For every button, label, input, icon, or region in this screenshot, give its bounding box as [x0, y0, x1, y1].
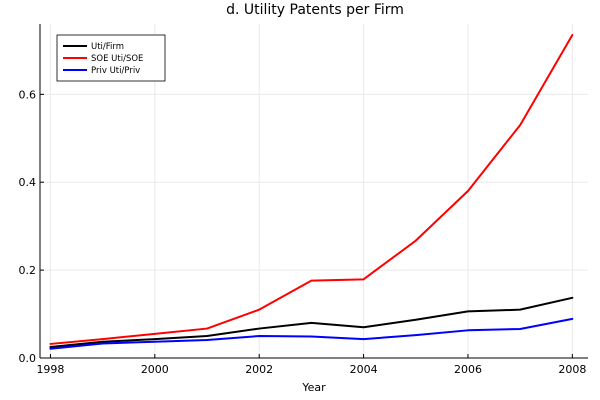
x-tick-label: 2008: [558, 363, 586, 376]
y-tick-label: 0.0: [19, 352, 37, 365]
series-line-1: [49, 33, 574, 345]
x-axis-title: Year: [301, 381, 326, 394]
legend-label: Uti/Firm: [91, 42, 124, 52]
y-tick-label: 0.4: [19, 176, 37, 189]
legend: Uti/Firm SOE Uti/SOE Priv Uti/Priv: [56, 34, 166, 82]
x-tick-label: 2000: [141, 363, 169, 376]
series-line-0: [49, 296, 574, 349]
chart-title: d. Utility Patents per Firm: [226, 2, 404, 18]
legend-label: SOE Uti/SOE: [91, 54, 143, 64]
series-lines: [49, 33, 574, 350]
legend-label: Priv Uti/Priv: [91, 66, 140, 76]
x-tick-label: 1998: [36, 363, 64, 376]
axes: 1998 2000 2002 2004 2006 2008 0.0 0.2 0.4 0.6: [19, 24, 588, 376]
y-tick-label: 0.2: [19, 264, 37, 277]
x-tick-label: 2004: [350, 363, 378, 376]
x-tick-label: 2006: [454, 363, 482, 376]
y-tick-label: 0.6: [19, 88, 37, 101]
x-tick-label: 2002: [245, 363, 273, 376]
series-line-2: [49, 317, 574, 350]
